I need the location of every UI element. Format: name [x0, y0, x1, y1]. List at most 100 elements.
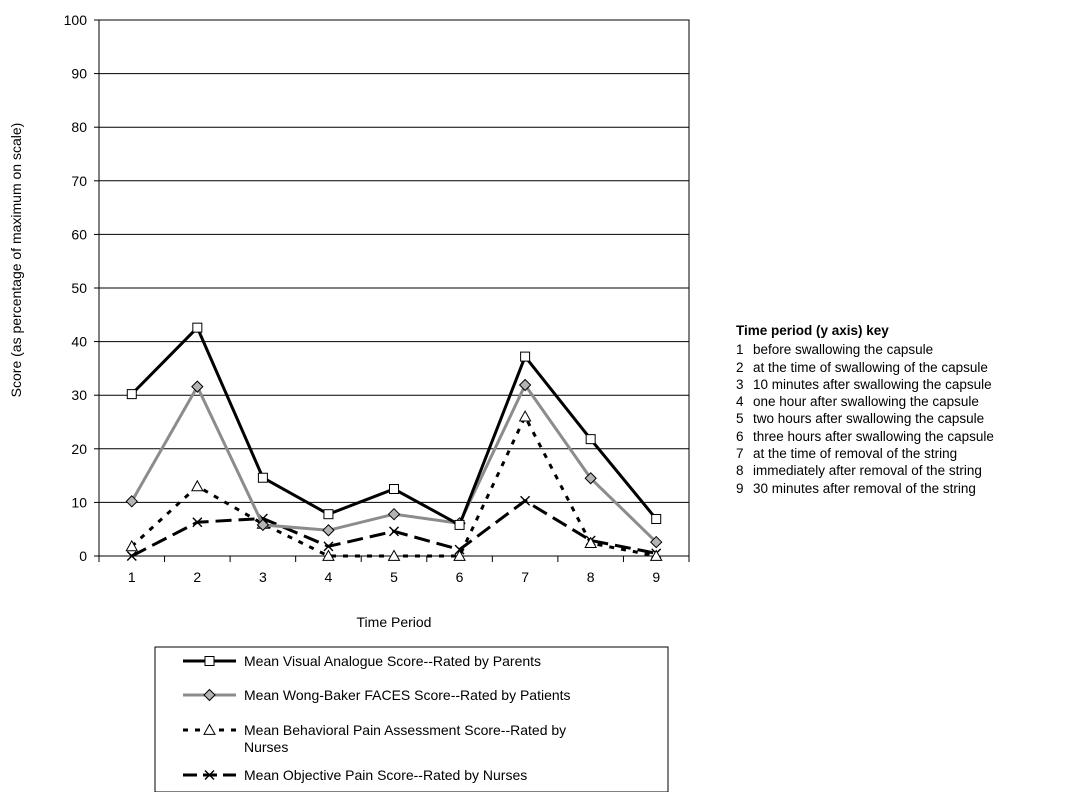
x-tick-label: 1 [128, 569, 136, 585]
x-tick-label: 8 [587, 569, 595, 585]
key-item: 2 at the time of swallowing of the capsul… [736, 359, 994, 376]
series-1 [126, 322, 662, 530]
data-point [192, 517, 203, 528]
legend-label: Mean Visual Analogue Score--Rated by Par… [244, 653, 541, 669]
key-item-text: two hours after swallowing the capsule [753, 411, 985, 427]
axes [94, 19, 690, 562]
data-point [323, 541, 334, 552]
legend-label: Nurses [244, 739, 288, 755]
key-item: 1 before swallowing the capsule [736, 341, 994, 358]
data-point [257, 472, 268, 483]
key-item-number: 2 [736, 359, 744, 375]
gridlines [99, 19, 689, 503]
data-point [323, 509, 334, 520]
y-tick-label: 60 [71, 226, 87, 242]
data-point [520, 495, 531, 506]
data-point [125, 495, 138, 508]
key-item-number: 4 [736, 394, 744, 410]
key-title: Time period (y axis) key [736, 323, 889, 338]
y-tick-label: 30 [71, 387, 87, 403]
data-point [191, 380, 204, 393]
data-point [322, 524, 335, 537]
data-point [584, 472, 597, 485]
data-point [649, 549, 663, 561]
key-item: 7 at the time of removal of the string [736, 445, 994, 462]
key-item-text: before swallowing the capsule [753, 342, 934, 358]
legend-entry-3: Mean Behavioral Pain Assessment Score--R… [183, 722, 566, 755]
key-item-text: 30 minutes after removal of the string [753, 480, 976, 496]
data-point [585, 434, 596, 445]
key-item-number: 3 [736, 376, 744, 392]
data-point [322, 549, 335, 561]
data-point [584, 536, 598, 549]
data-point [126, 551, 137, 561]
x-tick-label: 6 [456, 569, 464, 585]
data-point [520, 351, 531, 362]
legend-marker [203, 723, 216, 735]
legend-entry-1: Mean Visual Analogue Score--Rated by Par… [183, 653, 541, 669]
data-point [387, 507, 401, 521]
tick-labels: 0 10 20 30 40 50 60 70 80 90 100 1 2 3 4 5 6 7 8 9 [64, 12, 661, 585]
x-tick-label: 5 [390, 569, 398, 585]
key-item-number: 6 [736, 428, 744, 444]
data-point [453, 549, 466, 561]
legend-marker [204, 770, 215, 780]
key-item: 3 10 minutes after swallowing the capsule [736, 376, 994, 393]
key-item-text: three hours after swallowing the capsule [753, 428, 994, 444]
key-item-text: one hour after swallowing the capsule [753, 394, 979, 410]
key-item-text: immediately after removal of the string [753, 463, 982, 479]
y-tick-label: 50 [71, 280, 87, 296]
key-item-text: at the time of swallowing of the capsule [753, 359, 988, 375]
y-tick-label: 10 [71, 494, 87, 510]
x-tick-label: 4 [325, 569, 333, 585]
data-point [389, 484, 399, 494]
y-tick-label: 70 [71, 173, 87, 189]
key-item-text: 10 minutes after swallowing the capsule [753, 376, 992, 392]
y-tick-label: 0 [79, 548, 87, 564]
x-tick-label: 9 [652, 569, 660, 585]
time-period-key: Time period (y axis) key 1 before swallow… [736, 322, 994, 497]
key-item: 9 30 minutes after removal of the string [736, 480, 994, 497]
key-item-text: at the time of removal of the string [753, 446, 958, 462]
data-point [518, 410, 532, 422]
key-item-number: 9 [736, 480, 744, 496]
y-tick-label: 80 [71, 119, 87, 135]
data-point [454, 519, 465, 530]
data-point [192, 322, 203, 333]
y-tick-label: 20 [71, 441, 87, 457]
key-item-number: 5 [736, 411, 744, 427]
legend-label: Mean Objective Pain Score--Rated by Nurs… [244, 767, 527, 783]
key-item-number: 1 [736, 342, 744, 358]
key-item: 8 immediately after removal of the string [736, 462, 994, 479]
data-point [256, 518, 270, 532]
legend-label: Mean Wong-Baker FACES Score--Rated by Pa… [244, 687, 571, 703]
y-tick-label: 40 [71, 334, 87, 350]
key-list: 1 before swallowing the capsule 2 at the ti… [736, 341, 994, 497]
y-tick-label: 90 [71, 66, 87, 82]
key-item: 6 three hours after swallowing the capsul… [736, 428, 994, 445]
series-layer [125, 322, 663, 561]
y-tick-label: 100 [64, 12, 88, 28]
key-item-number: 7 [736, 446, 744, 462]
legend-entry-4: Mean Objective Pain Score--Rated by Nurs… [183, 767, 527, 783]
data-point [126, 389, 137, 400]
data-point [518, 378, 532, 392]
x-axis-label: Time Period [357, 614, 432, 630]
x-tick-label: 3 [259, 569, 267, 585]
legend: Mean Visual Analogue Score--Rated by Par… [183, 653, 571, 783]
series-line [130, 325, 658, 528]
key-item: 5 two hours after swallowing the capsule [736, 410, 994, 427]
data-point [650, 535, 663, 549]
data-point [125, 539, 139, 552]
legend-marker [204, 656, 215, 666]
legend-marker [203, 688, 216, 702]
data-point [651, 514, 662, 525]
x-tick-label: 7 [521, 569, 529, 585]
legend-label: Mean Behavioral Pain Assessment Score--R… [244, 722, 566, 738]
key-item: 4 one hour after swallowing the capsule [736, 393, 994, 410]
y-axis-label: Score (as percentage of maximum on scale… [8, 123, 24, 398]
data-point [389, 526, 399, 537]
x-tick-label: 2 [193, 569, 201, 585]
legend-entry-2: Mean Wong-Baker FACES Score--Rated by Pa… [183, 687, 571, 703]
